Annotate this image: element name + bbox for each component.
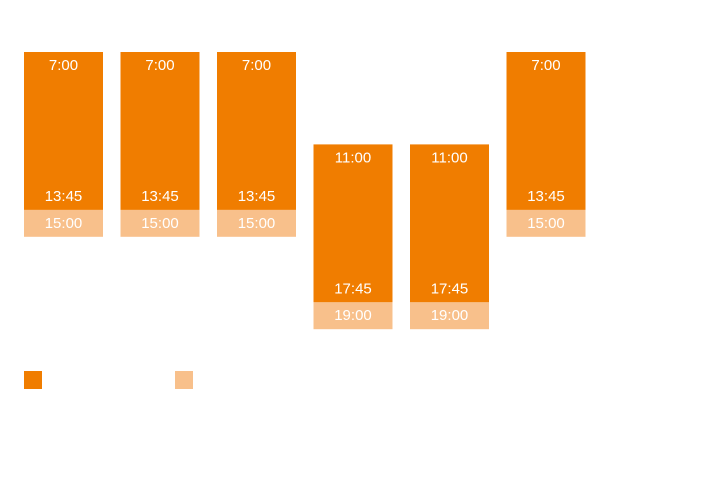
bar-main-3 (313, 144, 393, 303)
label-start-0: 7:00 (49, 57, 78, 74)
legend-item-extension (175, 371, 201, 389)
label-mid-4: 17:45 (431, 280, 469, 297)
bar-main-1 (120, 52, 200, 210)
label-end-2: 15:00 (238, 215, 276, 232)
label-start-5: 7:00 (531, 57, 560, 74)
label-start-3: 11:00 (335, 149, 371, 166)
label-start-1: 7:00 (145, 57, 174, 74)
label-mid-5: 13:45 (527, 188, 565, 205)
label-end-5: 15:00 (527, 215, 565, 232)
legend-item-main (24, 371, 50, 389)
bar-extension-4 (410, 302, 489, 330)
legend-swatch-main (24, 371, 42, 389)
label-start-4: 11:00 (431, 149, 467, 166)
label-mid-2: 13:45 (238, 188, 276, 205)
bar-main-0 (24, 52, 103, 210)
bar-extension-5 (506, 209, 586, 237)
legend (24, 371, 324, 389)
bar-extension-0 (24, 209, 103, 237)
label-end-4: 19:00 (431, 307, 469, 324)
label-mid-1: 13:45 (141, 188, 179, 205)
label-end-0: 15:00 (45, 215, 83, 232)
label-start-2: 7:00 (242, 57, 271, 74)
label-mid-3: 17:45 (334, 280, 372, 297)
bar-main-5 (506, 52, 586, 210)
bar-extension-3 (313, 302, 393, 330)
label-end-3: 19:00 (334, 307, 372, 324)
label-mid-0: 13:45 (45, 188, 83, 205)
label-end-1: 15:00 (141, 215, 179, 232)
bar-main-4 (410, 144, 489, 303)
bar-extension-1 (120, 209, 200, 237)
bar-main-2 (217, 52, 296, 210)
bar-extension-2 (217, 209, 296, 237)
legend-swatch-extension (175, 371, 193, 389)
